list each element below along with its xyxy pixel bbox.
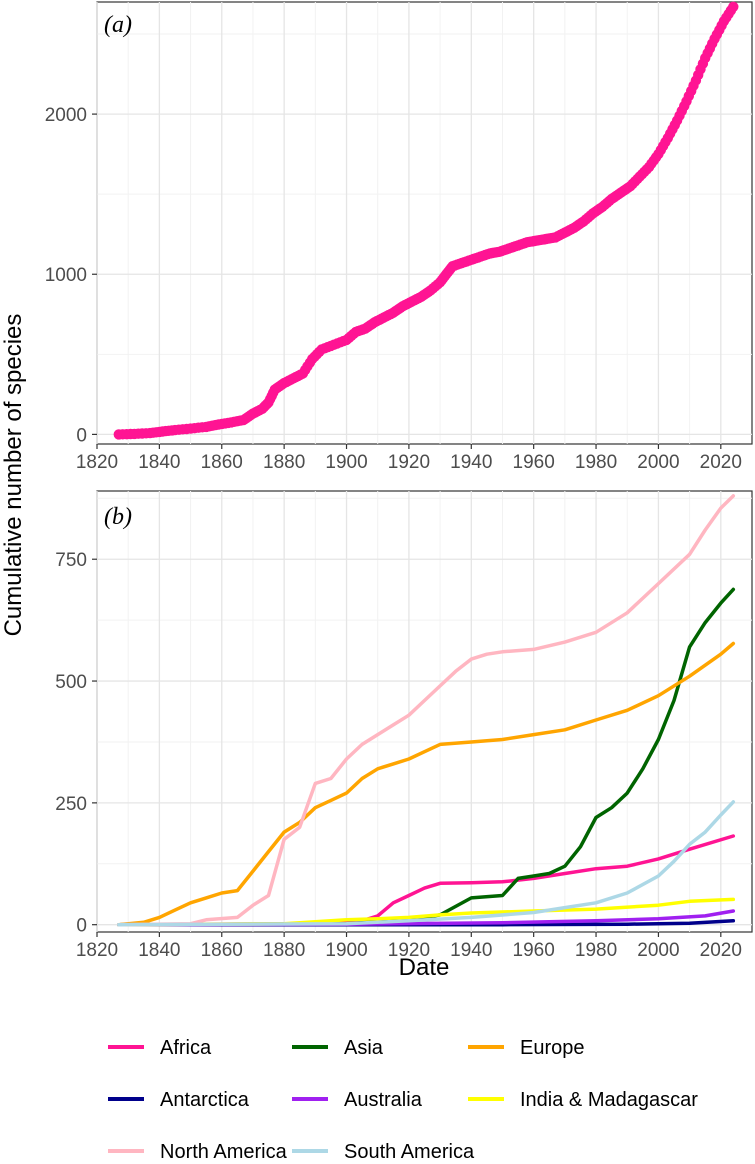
- panel-a-frame: [96, 1, 753, 445]
- panel-a-x-tick-label: 1960: [513, 452, 555, 473]
- panel-b-x-tick-label: 1880: [263, 940, 305, 961]
- series-line-india-madagascar: [117, 897, 736, 927]
- panel-b-x-tick-label: 2000: [637, 940, 679, 961]
- panel-b-y-tick-label: 250: [55, 794, 87, 815]
- panel-b-x-tick-label: 1980: [575, 940, 617, 961]
- panel-b-x-tick-label: 1900: [325, 940, 367, 961]
- panel-a-y-tick-label: 1000: [45, 265, 87, 286]
- panel-a-points: [113, 1, 739, 440]
- panel-b-x-ticks: 1820 1840 1860 1880 1900 1920 1940 1960 1980 2000…: [76, 932, 742, 961]
- legend-label-india-madagascar: India & Madagascar: [520, 1089, 698, 1111]
- panel-b-chart: 1820 1840 1860 1880 1900 1920 1940 1960 1980 2000…: [55, 490, 753, 961]
- panel-a-x-tick-label: 1880: [263, 452, 305, 473]
- panel-b-x-tick-label: 1840: [138, 940, 180, 961]
- panel-a-x-tick-label: 1980: [575, 452, 617, 473]
- panel-b-x-tick-label: 1960: [513, 940, 555, 961]
- y-axis-title: Cumulative number of species: [0, 314, 27, 637]
- panel-b-x-tick-label: 2020: [700, 940, 742, 961]
- series-line-south-america: [117, 800, 736, 927]
- panel-a-x-ticks: 1820 1840 1860 1880 1900 1920 1940 1960 1980 2000…: [76, 444, 742, 473]
- legend-label-europe: Europe: [520, 1037, 585, 1059]
- panel-a-y-ticks: 0 1000 2000: [45, 105, 97, 446]
- panel-a-x-tick-label: 1940: [450, 452, 492, 473]
- legend-label-antarctica: Antarctica: [160, 1089, 250, 1111]
- panel-a-grid: [96, 2, 752, 444]
- panel-a-x-tick-label: 1840: [138, 452, 180, 473]
- panel-a-x-tick-label: 2020: [700, 452, 742, 473]
- panel-b-y-tick-label: 500: [55, 672, 87, 693]
- panel-b-series-lines: [117, 494, 736, 927]
- panel-a-x-tick-label: 1920: [388, 452, 430, 473]
- panel-b-y-tick-label: 0: [76, 916, 87, 937]
- panel-a-x-tick-label: 1860: [201, 452, 243, 473]
- panel-b-y-tick-label: 750: [55, 550, 87, 571]
- series-line-europe: [117, 641, 736, 927]
- panel-a-x-tick-label: 1900: [325, 452, 367, 473]
- panel-a-chart: 1820 1840 1860 1880 1900 1920 1940 1960 1980 2000…: [45, 1, 753, 473]
- legend-label-north-america: North America: [160, 1141, 288, 1163]
- legend-label-south-america: South America: [344, 1141, 475, 1163]
- cumulative-species-point: [728, 1, 739, 12]
- legend-label-africa: Africa: [160, 1037, 212, 1059]
- panel-b-x-tick-label: 1940: [450, 940, 492, 961]
- panel-a-y-tick-label: 0: [76, 425, 87, 446]
- panel-a-tag: (a): [104, 12, 132, 38]
- panel-b-tag: (b): [104, 504, 132, 530]
- series-line-north-america: [117, 494, 736, 927]
- panel-a-x-tick-label: 1820: [76, 452, 118, 473]
- legend-label-asia: Asia: [344, 1037, 384, 1059]
- panel-b-x-tick-label: 1860: [201, 940, 243, 961]
- series-line-asia: [117, 587, 736, 927]
- panel-a-y-tick-label: 2000: [45, 105, 87, 126]
- legend-label-australia: Australia: [344, 1089, 423, 1111]
- panel-b-x-tick-label: 1920: [388, 940, 430, 961]
- x-axis-title: Date: [399, 954, 450, 981]
- panel-b-x-tick-label: 1820: [76, 940, 118, 961]
- panel-b-y-ticks: 0 250 500 750: [55, 550, 97, 937]
- panel-a-x-tick-label: 2000: [637, 452, 679, 473]
- panel-b-grid: [96, 491, 752, 932]
- legend: Africa Asia Europe Antarctica Australia India…: [108, 1037, 698, 1163]
- panel-b-frame: [96, 490, 753, 933]
